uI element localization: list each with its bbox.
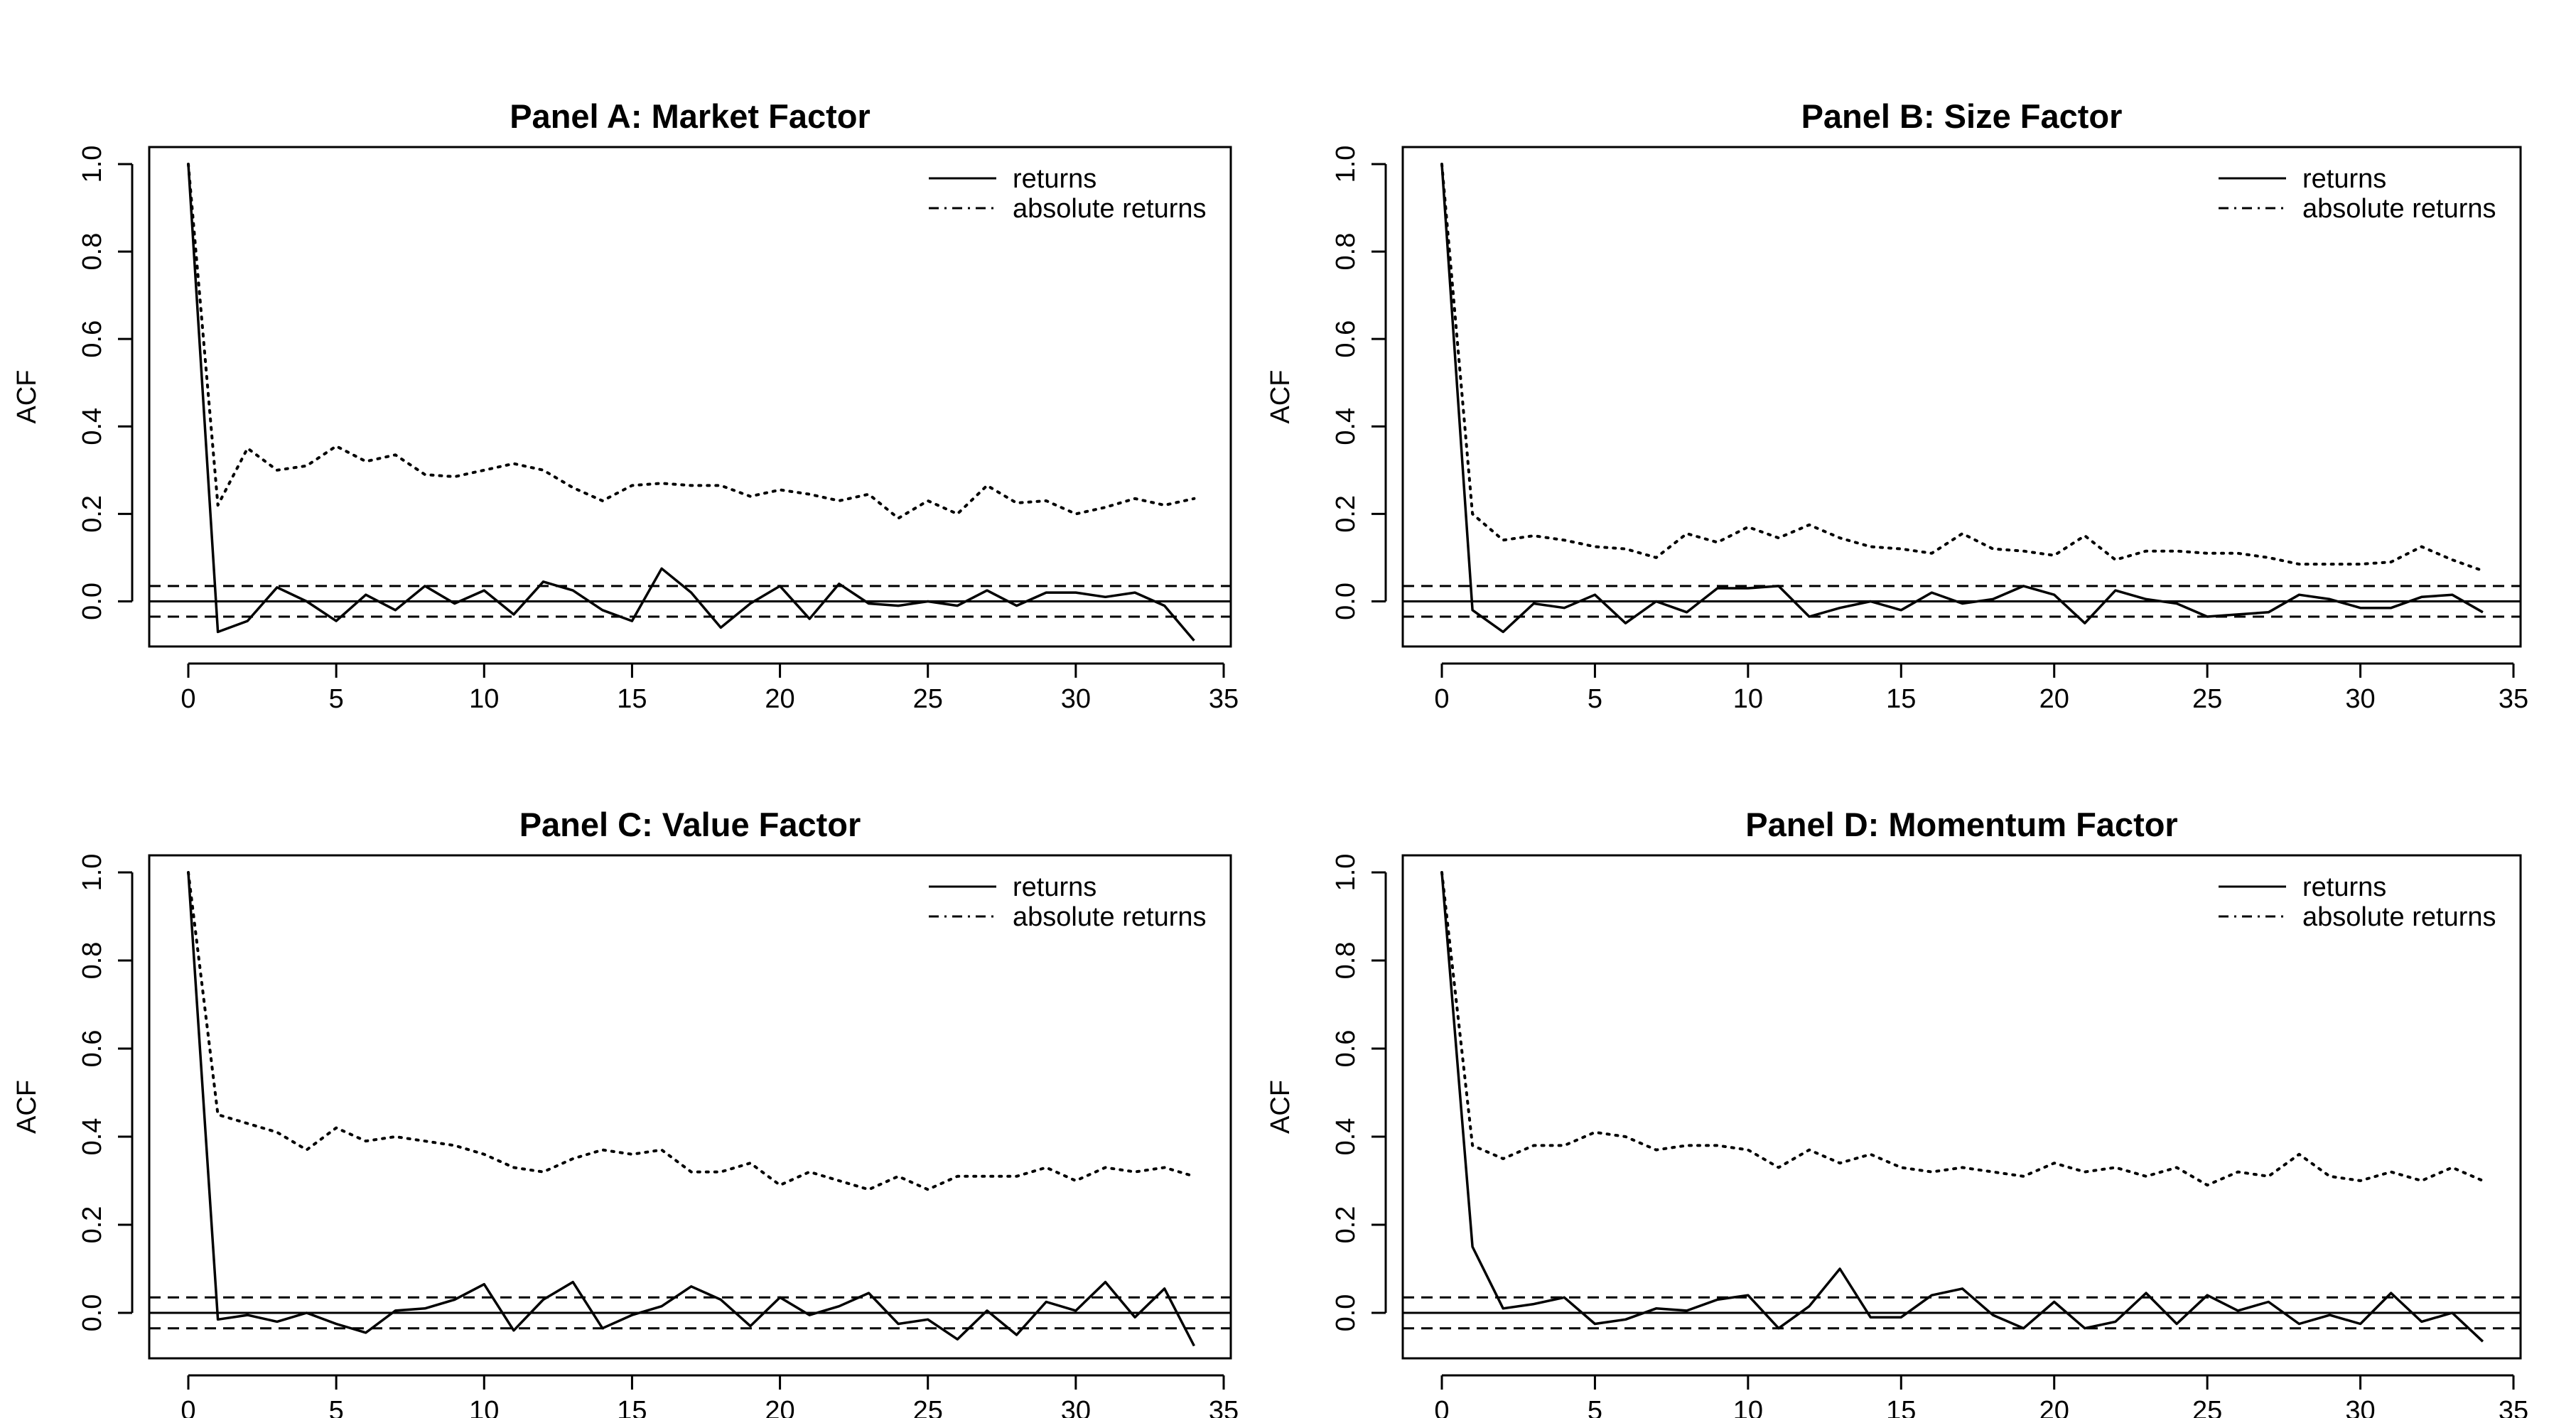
x-tick-label: 5 xyxy=(329,1396,344,1418)
y-tick-label: 0.4 xyxy=(1331,1118,1361,1156)
x-tick-label: 35 xyxy=(1209,684,1239,714)
x-tick-label: 10 xyxy=(1733,1396,1763,1418)
y-tick-label: 0.0 xyxy=(77,583,107,620)
y-tick-label: 0.2 xyxy=(1331,1206,1361,1244)
plot-frame xyxy=(148,854,1232,1360)
series-absolute-returns-line xyxy=(1440,163,2484,573)
panel-d-chart: Panel D: Momentum Factor ACF 0 5 10 15 20 25 30 3… xyxy=(1266,806,2528,1418)
y-axis-label: ACF xyxy=(1266,1080,1295,1134)
series-returns-line xyxy=(1440,872,2484,1343)
legend-absolute-returns-label: absolute returns xyxy=(2302,902,2496,932)
y-tick-label: 0.8 xyxy=(77,233,107,271)
series-returns-line xyxy=(187,872,1195,1347)
x-tick-label: 20 xyxy=(765,1396,794,1418)
x-tick-label: 10 xyxy=(469,1396,499,1418)
x-tick-label: 20 xyxy=(2039,684,2069,714)
x-tick-label: 15 xyxy=(1886,1396,1916,1418)
y-tick-label: 0.0 xyxy=(77,1294,107,1332)
y-tick-label: 0.0 xyxy=(1331,1294,1361,1332)
legend-returns-label: returns xyxy=(2302,872,2386,902)
x-tick-label: 15 xyxy=(617,684,647,714)
x-tick-label: 5 xyxy=(1588,1396,1602,1418)
chart-title: Panel A: Market Factor xyxy=(510,97,871,135)
plot-frame xyxy=(1401,146,2522,648)
y-tick-label: 1.0 xyxy=(1331,854,1361,892)
x-tick-label: 30 xyxy=(1061,684,1091,714)
x-tick-label: 35 xyxy=(1209,1396,1239,1418)
x-tick-label: 35 xyxy=(2499,1396,2528,1418)
chart-title: Panel D: Momentum Factor xyxy=(1745,806,2177,843)
panel-b-chart: Panel B: Size Factor ACF 0 5 10 15 20 25 30 35 0.0… xyxy=(1266,97,2528,714)
x-tick-label: 20 xyxy=(2039,1396,2069,1418)
x-tick-label: 35 xyxy=(2499,684,2528,714)
plot-frame xyxy=(148,146,1232,648)
series-returns-line xyxy=(187,163,1195,642)
panel-a-chart: Panel A: Market Factor ACF 0 5 10 15 20 25 30 35 0… xyxy=(12,97,1239,714)
x-tick-label: 10 xyxy=(1733,684,1763,714)
series-returns-line xyxy=(1440,163,2484,634)
x-tick-label: 30 xyxy=(1061,1396,1091,1418)
series-absolute-returns-line xyxy=(187,163,1196,520)
chart-title: Panel B: Size Factor xyxy=(1801,97,2123,135)
legend-returns-label: returns xyxy=(1013,164,1096,194)
x-tick-label: 25 xyxy=(2192,684,2222,714)
x-tick-label: 0 xyxy=(180,684,195,714)
y-tick-label: 0.8 xyxy=(1331,233,1361,271)
x-tick-label: 25 xyxy=(2192,1396,2222,1418)
x-tick-label: 15 xyxy=(617,1396,647,1418)
y-tick-label: 0.6 xyxy=(77,320,107,358)
y-axis-label: ACF xyxy=(12,370,42,424)
y-tick-label: 0.2 xyxy=(77,495,107,533)
x-tick-label: 25 xyxy=(913,684,943,714)
plot-frame xyxy=(1401,854,2522,1360)
y-tick-label: 0.8 xyxy=(77,942,107,980)
series-absolute-returns-line xyxy=(1440,871,2484,1187)
y-tick-label: 0.4 xyxy=(1331,408,1361,445)
x-tick-label: 30 xyxy=(2345,684,2375,714)
legend-returns-label: returns xyxy=(1013,872,1096,902)
y-tick-label: 0.2 xyxy=(1331,495,1361,533)
y-tick-label: 0.6 xyxy=(77,1030,107,1068)
y-tick-label: 1.0 xyxy=(77,854,107,892)
x-tick-label: 20 xyxy=(765,684,794,714)
legend-absolute-returns-label: absolute returns xyxy=(1013,902,1207,932)
x-tick-label: 25 xyxy=(913,1396,943,1418)
series-absolute-returns-line xyxy=(187,871,1196,1191)
x-tick-label: 10 xyxy=(469,684,499,714)
chart-title: Panel C: Value Factor xyxy=(519,806,861,843)
y-tick-label: 1.0 xyxy=(77,146,107,183)
x-tick-label: 30 xyxy=(2345,1396,2375,1418)
y-tick-label: 0.4 xyxy=(77,1118,107,1156)
x-tick-label: 5 xyxy=(329,684,344,714)
legend-returns-label: returns xyxy=(2302,164,2386,194)
x-tick-label: 0 xyxy=(1434,684,1449,714)
y-axis-label: ACF xyxy=(1266,370,1295,424)
y-tick-label: 0.2 xyxy=(77,1206,107,1244)
y-tick-label: 0.6 xyxy=(1331,1030,1361,1068)
panel-c-chart: Panel C: Value Factor ACF 0 5 10 15 20 25 30 35 0.… xyxy=(12,806,1239,1418)
x-tick-label: 5 xyxy=(1588,684,1602,714)
y-tick-label: 0.4 xyxy=(77,408,107,445)
y-tick-label: 1.0 xyxy=(1331,146,1361,183)
y-tick-label: 0.8 xyxy=(1331,942,1361,980)
x-tick-label: 0 xyxy=(1434,1396,1449,1418)
legend-absolute-returns-label: absolute returns xyxy=(1013,194,1207,224)
legend-absolute-returns-label: absolute returns xyxy=(2302,194,2496,224)
y-tick-label: 0.6 xyxy=(1331,320,1361,358)
y-axis-label: ACF xyxy=(12,1080,42,1134)
x-tick-label: 15 xyxy=(1886,684,1916,714)
y-tick-label: 0.0 xyxy=(1331,583,1361,620)
x-tick-label: 0 xyxy=(180,1396,195,1418)
